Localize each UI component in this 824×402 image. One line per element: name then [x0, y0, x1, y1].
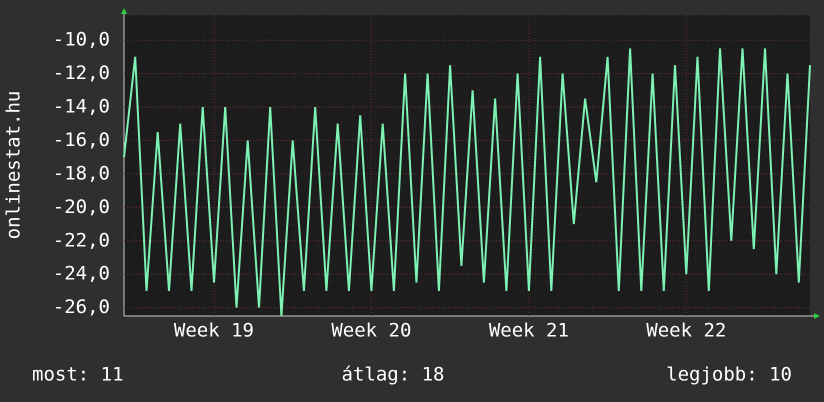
- stat-label: átlag: 18: [342, 364, 445, 386]
- y-tick-label: -26,0: [53, 296, 110, 318]
- y-tick-label: -10,0: [53, 29, 110, 51]
- y-tick-label: -22,0: [53, 229, 110, 251]
- y-arrow: [121, 8, 127, 14]
- y-tick-label: -24,0: [53, 263, 110, 285]
- y-tick-label: -16,0: [53, 129, 110, 151]
- y-axis-label: onlinestat.hu: [3, 91, 25, 240]
- y-tick-label: -12,0: [53, 62, 110, 84]
- x-tick-label: Week 22: [646, 320, 726, 342]
- axes: [121, 8, 820, 319]
- x-tick-label: Week 21: [489, 320, 569, 342]
- y-tick-label: -20,0: [53, 196, 110, 218]
- y-tick-label: -14,0: [53, 95, 110, 117]
- y-tick-label: -18,0: [53, 162, 110, 184]
- x-arrow: [814, 313, 820, 319]
- stat-label: most: 11: [32, 364, 124, 386]
- line: [123, 48, 811, 317]
- stat-label: legjobb: 10: [666, 364, 792, 386]
- x-tick-label: Week 20: [331, 320, 411, 342]
- x-tick-label: Week 19: [174, 320, 254, 342]
